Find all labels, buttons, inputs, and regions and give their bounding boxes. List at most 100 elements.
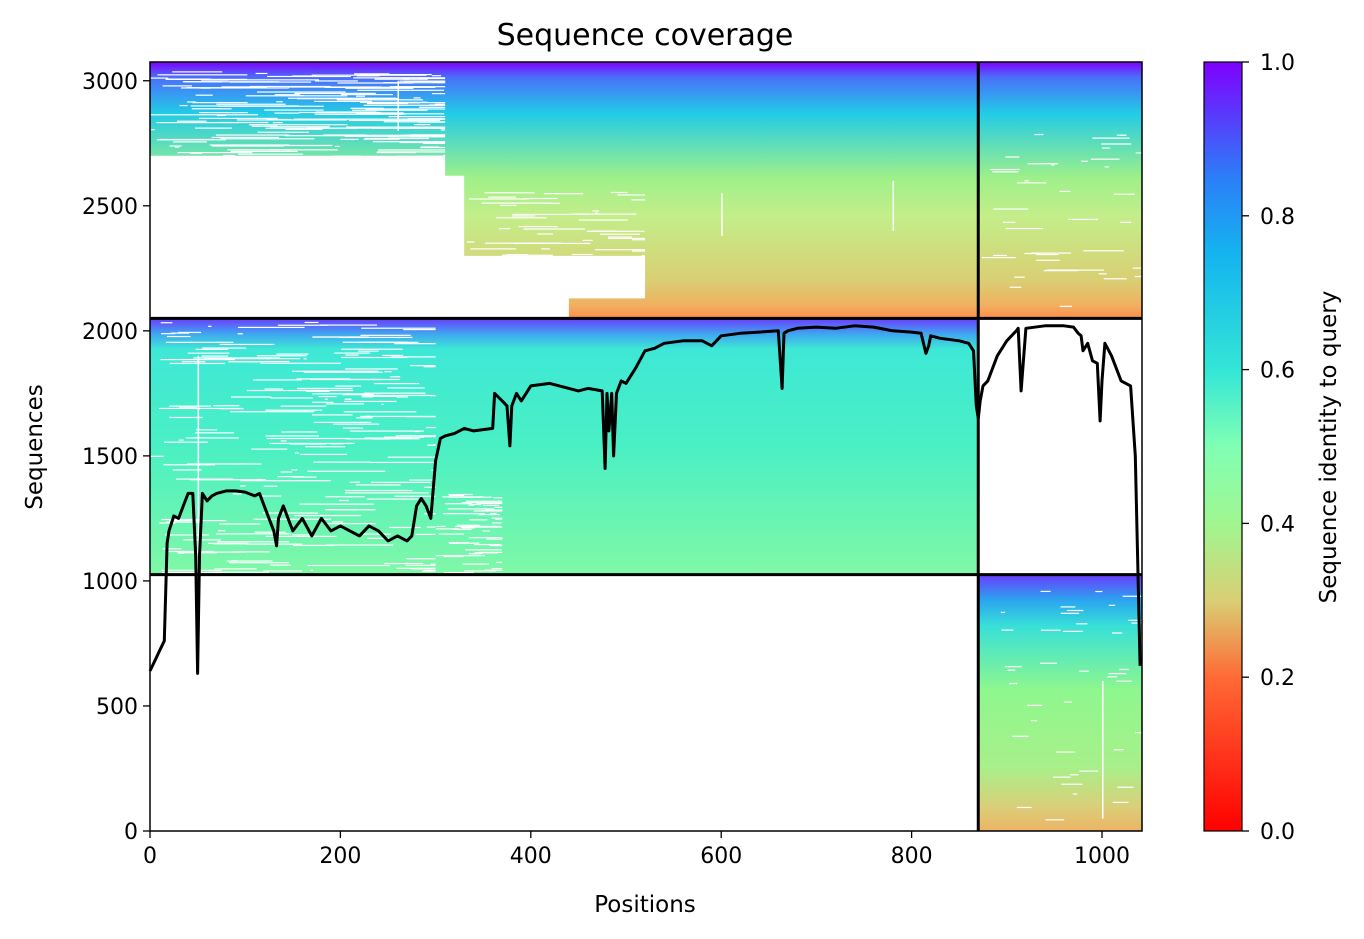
gap-streak [333,423,380,425]
gap-streak [434,103,446,105]
gap-streak [1040,590,1051,593]
gap-streak [183,539,221,541]
gap-streak [498,228,511,230]
gap-streak [389,86,446,88]
gap-streak [395,435,436,437]
gap-streak [384,371,392,373]
gap-streak [232,493,242,495]
gap-streak [325,496,365,498]
gap-streak [178,439,184,441]
gap-streak [384,562,424,565]
gap-streak [379,77,446,79]
gap-streak [314,80,358,82]
gap-streak [1076,623,1088,625]
colorbar-tick-label: 1.0 [1260,51,1295,76]
y-tick-label: 1500 [82,445,138,470]
gap-streak [478,551,503,553]
gap-streak [359,73,432,76]
gap-streak [474,543,502,546]
gap-streak [195,127,232,129]
gap-streak [1061,783,1083,785]
gap-streak [229,562,289,564]
gap-streak [324,398,329,400]
gap-streak [344,135,397,137]
gap-streak [392,113,445,115]
gap-streak [272,122,283,124]
gap-streak [303,358,307,360]
gap-streak [304,321,319,324]
gap-streak [1135,152,1142,154]
gap-streak [245,543,303,545]
gap-streak [478,513,500,516]
gap-streak [1113,193,1135,195]
gap-streak [150,77,169,79]
gap-streak [360,415,436,418]
gap-streak [253,379,302,381]
gap-streak [491,567,503,570]
gap-streak [381,403,385,406]
gap-streak [280,405,327,407]
gap-streak [436,525,446,528]
gap-streak [389,102,421,104]
gap-streak [518,225,558,228]
gap-streak [311,401,334,403]
gap-streak [250,361,264,363]
gap-streak [270,397,313,399]
gap-streak [1108,672,1127,675]
gap-streak [253,518,332,520]
gap-streak [1107,676,1118,678]
gap-streak [269,564,291,566]
gap-streak [1132,267,1142,269]
gap-streak [541,248,550,250]
gap-streak [221,86,268,88]
gap-streak [993,208,1029,210]
gap-streak [254,531,286,533]
gap-streak [261,495,282,497]
gap-streak [237,333,243,335]
gap-streak [297,98,399,100]
gap-streak [361,396,373,398]
gap-streak [184,81,223,83]
y-tick-label: 3000 [82,70,138,95]
gap-streak [1031,720,1038,722]
gap-streak [1131,622,1142,624]
gap-streak [571,213,637,215]
gap-streak [415,533,436,536]
gap-streak [238,153,303,155]
gap-streak [229,81,312,83]
gap-streak [280,440,287,442]
empty-region-middle-right [978,318,1142,575]
gap-streak [161,569,222,572]
gap-streak [448,493,473,496]
gap-streak [270,126,330,128]
gap-streak [273,480,331,482]
colorbar-ticks: 0.0 0.2 0.4 0.6 0.8 1.0 [1242,51,1295,845]
gap-streak [582,239,593,242]
gap-streak [377,151,446,153]
gap-streak [445,503,472,505]
gap-streak [315,111,377,113]
gap-streak [418,121,446,123]
gap-streak [216,103,286,105]
gap-streak [263,570,303,572]
gap-streak [306,390,330,392]
gap-streak [367,537,397,539]
gap-streak [456,524,480,526]
gap-streak [1108,604,1116,606]
y-axis-ticks: 0 500 1000 1500 2000 2500 3000 [82,70,150,845]
colorbar-tick-label: 0.6 [1260,359,1295,384]
gap-streak [150,455,164,457]
gap-column [197,355,200,569]
gap-streak [1041,629,1061,631]
gap-streak [218,105,324,107]
gap-streak [260,362,341,364]
gap-streak [1043,270,1079,272]
gap-streak [195,94,213,96]
gap-streak [354,73,390,75]
gap-streak [410,134,446,136]
gap-streak [387,456,436,458]
gap-streak [179,104,188,107]
gap-streak [312,414,353,416]
gap-streak [340,138,359,141]
gap-streak [314,100,372,103]
